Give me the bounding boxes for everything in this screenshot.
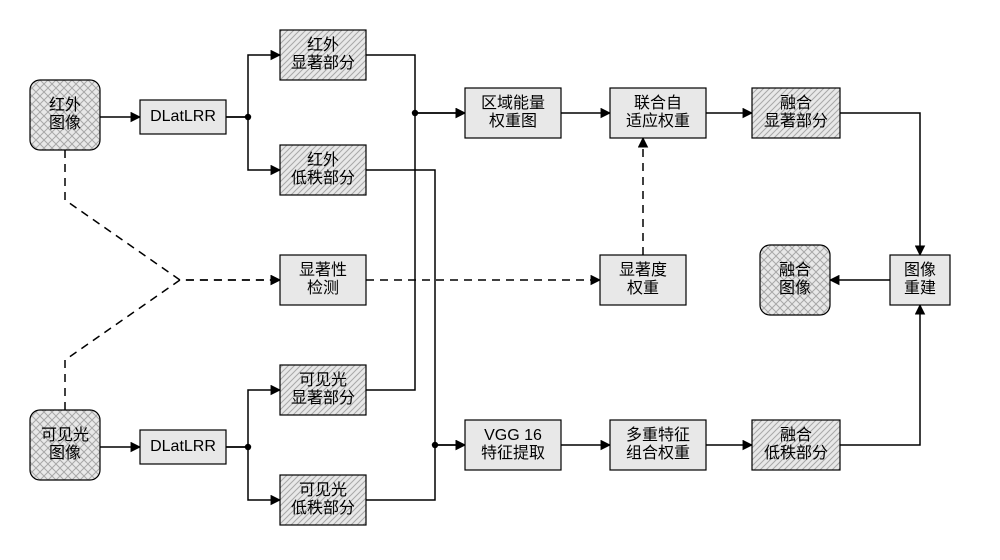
energy_map: 区域能量权重图 <box>465 88 561 138</box>
flowchart: 红外图像可见光图像DLatLRRDLatLRR红外显著部分红外低秩部分显著性检测… <box>0 0 1000 560</box>
ir_salient-label-1: 显著部分 <box>291 54 355 72</box>
saliency_w: 显著度权重 <box>600 255 686 305</box>
joint_adaptive: 联合自适应权重 <box>610 88 706 138</box>
fused_image-label-1: 图像 <box>779 279 811 297</box>
fused_salient-label-0: 融合 <box>780 94 812 112</box>
fused_lowrank: 融合低秩部分 <box>752 420 840 470</box>
junction-0 <box>245 114 251 120</box>
fused_image-label-0: 融合 <box>779 261 811 279</box>
fused_lowrank-label-1: 低秩部分 <box>764 444 828 462</box>
edge-9 <box>366 113 465 390</box>
edge-2 <box>226 117 280 170</box>
saliency_det: 显著性检测 <box>280 255 366 305</box>
vgg16-label-0: VGG 16 <box>484 427 542 444</box>
reconstruct: 图像重建 <box>890 255 950 305</box>
edge-8 <box>366 55 465 113</box>
ir_lowrank-label-0: 红外 <box>307 151 339 169</box>
fused_salient: 融合显著部分 <box>752 88 840 138</box>
vis_image: 可见光图像 <box>30 410 100 480</box>
ir_lowrank: 红外低秩部分 <box>280 145 366 195</box>
vis_lowrank-label-1: 低秩部分 <box>291 499 355 517</box>
edge-11 <box>366 445 465 500</box>
dlatlrr2-label-0: DLatLRR <box>150 438 216 455</box>
vis_image-label-0: 可见光 <box>41 426 89 444</box>
fused_image: 融合图像 <box>760 245 830 315</box>
vgg16: VGG 16特征提取 <box>465 420 561 470</box>
ir_image-label-1: 图像 <box>49 114 81 132</box>
reconstruct-label-0: 图像 <box>904 261 936 279</box>
joint_adaptive-label-0: 联合自 <box>634 94 682 112</box>
edge-1 <box>226 55 280 117</box>
ir_salient-label-0: 红外 <box>307 36 339 54</box>
ir_image: 红外图像 <box>30 80 100 150</box>
saliency_det-label-1: 检测 <box>307 279 339 297</box>
edge-19 <box>840 305 920 445</box>
vis_lowrank-label-0: 可见光 <box>299 481 347 499</box>
saliency_w-label-0: 显著度 <box>619 261 667 279</box>
vis_salient-label-0: 可见光 <box>299 371 347 389</box>
multi_feature-label-0: 多重特征 <box>626 426 690 444</box>
edge-5 <box>226 447 280 500</box>
saliency_det-label-0: 显著性 <box>299 261 347 279</box>
junction-2 <box>412 110 418 116</box>
vis_salient-label-1: 显著部分 <box>291 389 355 407</box>
multi_feature: 多重特征组合权重 <box>610 420 706 470</box>
fused_salient-label-1: 显著部分 <box>764 112 828 130</box>
junction-1 <box>245 444 251 450</box>
saliency_w-label-1: 权重 <box>627 279 659 297</box>
energy_map-label-0: 区域能量 <box>481 94 545 112</box>
energy_map-label-1: 权重图 <box>489 112 537 130</box>
multi_feature-label-1: 组合权重 <box>626 444 690 462</box>
vis_salient: 可见光显著部分 <box>280 365 366 415</box>
vis_image-label-1: 图像 <box>49 444 81 462</box>
vis_lowrank: 可见光低秩部分 <box>280 475 366 525</box>
joint_adaptive-label-1: 适应权重 <box>626 111 690 130</box>
ir_image-label-0: 红外 <box>49 96 81 114</box>
edge-18 <box>840 113 920 255</box>
ir_salient: 红外显著部分 <box>280 30 366 80</box>
edge-4 <box>226 390 280 447</box>
vgg16-label-1: 特征提取 <box>481 444 545 462</box>
reconstruct-label-1: 重建 <box>904 279 936 297</box>
dlatlrr2: DLatLRR <box>140 430 226 464</box>
junction-3 <box>432 442 438 448</box>
fused_lowrank-label-0: 融合 <box>780 426 812 444</box>
dlatlrr1: DLatLRR <box>140 100 226 134</box>
dlatlrr1-label-0: DLatLRR <box>150 108 216 125</box>
ir_lowrank-label-1: 低秩部分 <box>291 169 355 187</box>
